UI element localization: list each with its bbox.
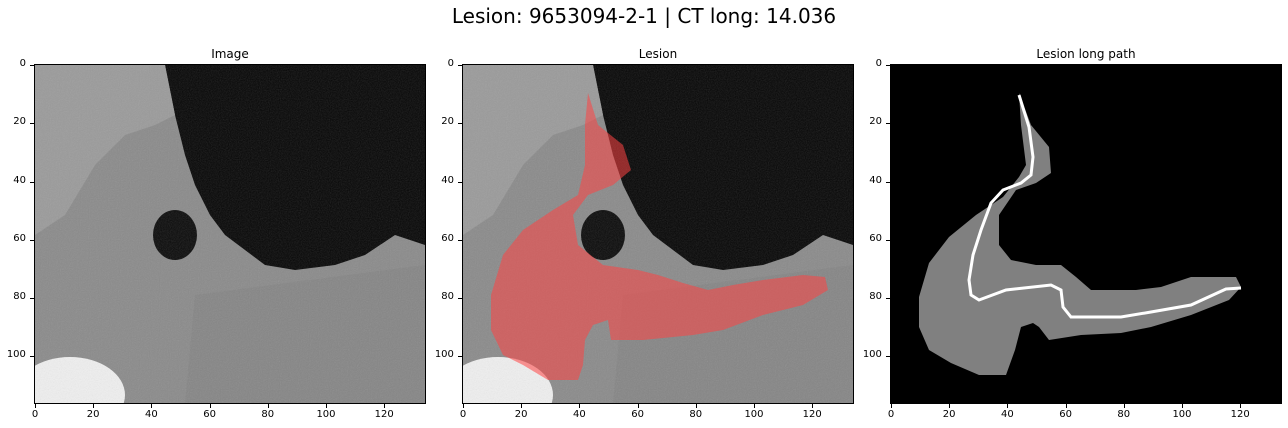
- y-tick-label: 20: [441, 116, 454, 128]
- y-tick: [30, 65, 34, 66]
- y-tick-label: 100: [6, 349, 26, 361]
- x-tick: [384, 404, 386, 408]
- x-tick: [93, 404, 95, 408]
- x-tick-label: 60: [1059, 409, 1072, 420]
- y-tick: [886, 123, 890, 125]
- y-tick: [458, 356, 462, 358]
- x-tick-label: 0: [459, 409, 467, 420]
- x-tick: [1065, 404, 1067, 408]
- y-tick: [30, 123, 34, 125]
- image-panel: Image 0 20 40 60 80 100 120 0 20 40 60 80 100: [7, 47, 426, 420]
- x-tick: [1123, 404, 1125, 408]
- y-tick-label: 60: [13, 232, 26, 244]
- lesion-panel: Lesion 0 20 40 60 80 100 120 0 20 40 60 80 100: [435, 47, 854, 420]
- x-tick-label: 100: [1172, 409, 1192, 420]
- x-tick-label: 80: [689, 409, 703, 420]
- y-tick: [886, 356, 890, 358]
- y-tick: [458, 298, 462, 300]
- x-tick-label: 20: [514, 409, 528, 420]
- y-tick-label: 60: [869, 232, 882, 244]
- y-tick-label: 0: [875, 58, 882, 69]
- x-tick-label: 120: [1230, 409, 1250, 420]
- y-tick: [30, 298, 34, 300]
- y-tick-label: 80: [441, 291, 454, 303]
- x-tick: [637, 404, 639, 408]
- x-tick-label: 100: [744, 409, 764, 420]
- figure-title: Lesion: 9653094-2-1 | CT long: 14.036: [451, 4, 837, 28]
- x-tick: [695, 404, 697, 408]
- y-tick: [458, 65, 462, 66]
- panel-title-lesion: Lesion: [638, 47, 678, 61]
- y-tick: [458, 181, 462, 183]
- y-tick: [458, 239, 462, 241]
- y-tick: [30, 239, 34, 241]
- x-tick: [1240, 404, 1242, 408]
- x-tick: [209, 404, 211, 408]
- ct-image-with-mask: [462, 64, 854, 404]
- x-tick-label: 60: [631, 409, 644, 420]
- y-tick-label: 100: [434, 349, 454, 361]
- x-tick: [1182, 404, 1184, 408]
- y-tick: [886, 298, 890, 300]
- x-tick-label: 100: [316, 409, 336, 420]
- panel-title-image: Image: [211, 47, 249, 61]
- y-tick-label: 80: [13, 291, 26, 303]
- x-tick-label: 80: [1117, 409, 1131, 420]
- y-tick-label: 0: [447, 58, 454, 69]
- y-tick-label: 80: [869, 291, 882, 303]
- y-tick-label: 20: [13, 116, 26, 128]
- x-tick-label: 0: [31, 409, 39, 420]
- x-tick: [463, 404, 464, 408]
- y-tick-label: 40: [13, 174, 26, 186]
- y-tick: [30, 181, 34, 183]
- x-tick-label: 20: [86, 409, 100, 420]
- y-tick: [886, 65, 890, 66]
- x-tick-label: 60: [203, 409, 216, 420]
- x-tick: [1007, 404, 1009, 408]
- x-tick: [267, 404, 269, 408]
- lesion-mask-overlay: [491, 93, 828, 380]
- x-tick-label: 20: [942, 409, 956, 420]
- x-tick: [949, 404, 951, 408]
- x-tick-label: 120: [802, 409, 822, 420]
- x-tick-label: 120: [374, 409, 394, 420]
- x-tick: [891, 404, 892, 408]
- x-tick: [35, 404, 36, 408]
- x-tick-label: 40: [145, 409, 158, 420]
- x-tick: [521, 404, 523, 408]
- x-tick-label: 80: [261, 409, 275, 420]
- long-path-line: [967, 94, 1242, 319]
- y-tick-label: 100: [862, 349, 882, 361]
- y-tick: [458, 123, 462, 125]
- y-tick-label: 40: [441, 174, 454, 186]
- y-tick: [886, 181, 890, 183]
- panel-title-long-path: Lesion long path: [1036, 47, 1136, 61]
- x-tick: [812, 404, 814, 408]
- y-tick-label: 0: [19, 58, 26, 69]
- y-tick-label: 60: [441, 232, 454, 244]
- long-path-panel: Lesion long path 0 20 40 60 80 100 120 0 20 40 60 8…: [863, 47, 1282, 420]
- x-tick-label: 40: [1001, 409, 1014, 420]
- x-tick-label: 0: [887, 409, 895, 420]
- ct-image: [34, 64, 426, 404]
- y-tick: [30, 356, 34, 358]
- lesion-mask-image: [890, 64, 1282, 404]
- y-tick-label: 40: [869, 174, 882, 186]
- x-tick: [754, 404, 756, 408]
- y-tick-label: 20: [869, 116, 882, 128]
- x-tick-label: 40: [573, 409, 586, 420]
- x-tick: [326, 404, 328, 408]
- y-tick: [886, 239, 890, 241]
- x-tick: [151, 404, 153, 408]
- x-tick: [579, 404, 581, 408]
- lesion-mask-region: [919, 93, 1241, 375]
